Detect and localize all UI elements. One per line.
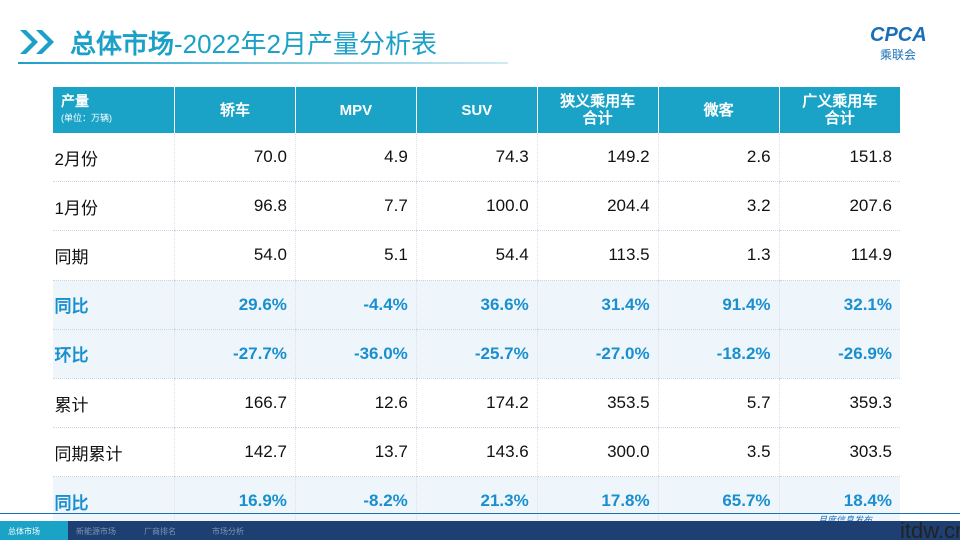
table-cell: -27.0% — [536, 329, 659, 379]
logo-sub: 乘联会 — [880, 48, 917, 62]
table-cell: 353.5 — [536, 378, 659, 429]
table-cell: 3.2 — [657, 181, 780, 232]
table-row: 同期累计 142.7 13.7 143.6 300.0 3.5 303.5 — [52, 427, 900, 478]
column-header: SUV — [415, 87, 538, 133]
row-label: 同比 — [52, 476, 175, 527]
table-cell: 12.6 — [294, 378, 417, 429]
row-label: 累计 — [52, 378, 175, 429]
table-cell: 13.7 — [294, 427, 417, 478]
table-cell: 5.1 — [294, 230, 417, 281]
row-label: 同期 — [52, 230, 175, 281]
table-cell: 303.5 — [778, 427, 900, 478]
table-cell: 204.4 — [536, 181, 659, 232]
table-cell: 114.9 — [778, 230, 900, 281]
column-header-line: 微客 — [703, 101, 734, 119]
table-cell: 1.3 — [657, 230, 780, 281]
row-label: 同比 — [52, 280, 175, 330]
table-cell: -8.2% — [294, 476, 417, 527]
table-cell: 70.0 — [174, 133, 296, 183]
table-cell: 149.2 — [536, 133, 659, 183]
table-cell: 16.9% — [174, 476, 296, 527]
table-row: 同期 54.0 5.1 54.4 113.5 1.3 114.9 — [52, 230, 900, 281]
column-header-line: 合计 — [582, 110, 613, 127]
row-label: 1月份 — [52, 181, 175, 232]
table-cell: 300.0 — [536, 427, 659, 478]
column-header-line: 狭义乘用车 — [560, 93, 636, 110]
table-row: 累计 166.7 12.6 174.2 353.5 5.7 359.3 — [52, 378, 900, 429]
table-cell: 142.7 — [174, 427, 296, 478]
table-cell: -36.0% — [294, 329, 417, 379]
table-cell: 96.8 — [174, 181, 296, 232]
row-label: 2月份 — [52, 133, 175, 183]
title: 总体市场-2022年2月产量分析表 — [70, 24, 437, 61]
logo: CPCA — [870, 24, 927, 46]
column-header-line: 广义乘用车 — [802, 93, 878, 110]
corner-unit: (单位：万辆) — [61, 113, 112, 123]
title-bold: 总体市场 — [70, 29, 175, 59]
table-cell: 143.6 — [415, 427, 538, 478]
table-cell: -26.9% — [778, 329, 900, 379]
column-header: 狭义乘用车 合计 — [536, 87, 659, 133]
column-header-line: SUV — [461, 101, 493, 119]
table-cell: 65.7% — [657, 476, 780, 527]
table-cell: 91.4% — [657, 280, 780, 330]
table-cell: 17.8% — [536, 476, 659, 527]
footer-tab: 新能源市场 — [76, 527, 116, 536]
table-cell: 29.6% — [174, 280, 296, 330]
table-cell: 4.9 — [294, 133, 417, 183]
table-cell: 113.5 — [536, 230, 659, 281]
table-row: 2月份 70.0 4.9 74.3 149.2 2.6 151.8 — [52, 133, 900, 183]
footer-note: 月度信息发布 — [818, 515, 873, 525]
table-row: 同比 16.9% -8.2% 21.3% 17.8% 65.7% 18.4% — [52, 476, 900, 527]
title-rest: -2022年2月产量分析表 — [174, 29, 437, 59]
footer-tab: 总体市场 — [0, 521, 68, 540]
table-cell: -4.4% — [294, 280, 417, 330]
column-header: 微客 — [657, 87, 780, 133]
footer-tab: 厂商排名 — [144, 527, 176, 536]
table-cell: 54.4 — [415, 230, 538, 281]
data-table: 产量 (单位：万辆) 轿车 MPV SUV 狭义乘用车 合计 微客 广义乘用车 合计 2月份 70.0… — [52, 87, 900, 527]
table-cell: 5.7 — [657, 378, 780, 429]
table-cell: 31.4% — [536, 280, 659, 330]
table-row: 同比 29.6% -4.4% 36.6% 31.4% 91.4% 32.1% — [52, 280, 900, 330]
corner-header: 产量 (单位：万辆) — [52, 87, 175, 133]
column-header: MPV — [294, 87, 417, 133]
table-cell: 3.5 — [657, 427, 780, 478]
column-header-line: MPV — [339, 101, 373, 119]
row-label: 环比 — [52, 329, 175, 379]
footer-tabs: 总体市场 新能源市场 厂商排名 市场分析 — [0, 521, 960, 540]
watermark: itdw.cn — [900, 518, 960, 540]
table-cell: -27.7% — [174, 329, 296, 379]
table-cell: 151.8 — [778, 133, 900, 183]
table-cell: 54.0 — [174, 230, 296, 281]
table-cell: 36.6% — [415, 280, 538, 330]
table-cell: 207.6 — [778, 181, 900, 232]
table-cell: 18.4% — [778, 476, 900, 527]
table-cell: 32.1% — [778, 280, 900, 330]
footer-tab: 市场分析 — [212, 527, 244, 536]
title-underline — [18, 62, 508, 64]
table-cell: 100.0 — [415, 181, 538, 232]
row-label: 同期累计 — [52, 427, 175, 478]
table-cell: 74.3 — [415, 133, 538, 183]
table-cell: 359.3 — [778, 378, 900, 429]
table-cell: -25.7% — [415, 329, 538, 379]
column-header: 轿车 — [174, 87, 296, 133]
column-header-line: 合计 — [824, 110, 855, 127]
chevron-icon — [20, 30, 54, 54]
table-row: 1月份 96.8 7.7 100.0 204.4 3.2 207.6 — [52, 181, 900, 232]
table-cell: 166.7 — [174, 378, 296, 429]
footer-line — [0, 513, 960, 514]
column-header: 广义乘用车 合计 — [778, 87, 900, 133]
table-cell: 7.7 — [294, 181, 417, 232]
corner-label: 产量 — [61, 93, 89, 109]
table-cell: 2.6 — [657, 133, 780, 183]
table-cell: 174.2 — [415, 378, 538, 429]
table-row: 环比 -27.7% -36.0% -25.7% -27.0% -18.2% -26.9% — [52, 329, 900, 379]
column-header-line: 轿车 — [219, 101, 250, 119]
table-cell: -18.2% — [657, 329, 780, 379]
table-cell: 21.3% — [415, 476, 538, 527]
